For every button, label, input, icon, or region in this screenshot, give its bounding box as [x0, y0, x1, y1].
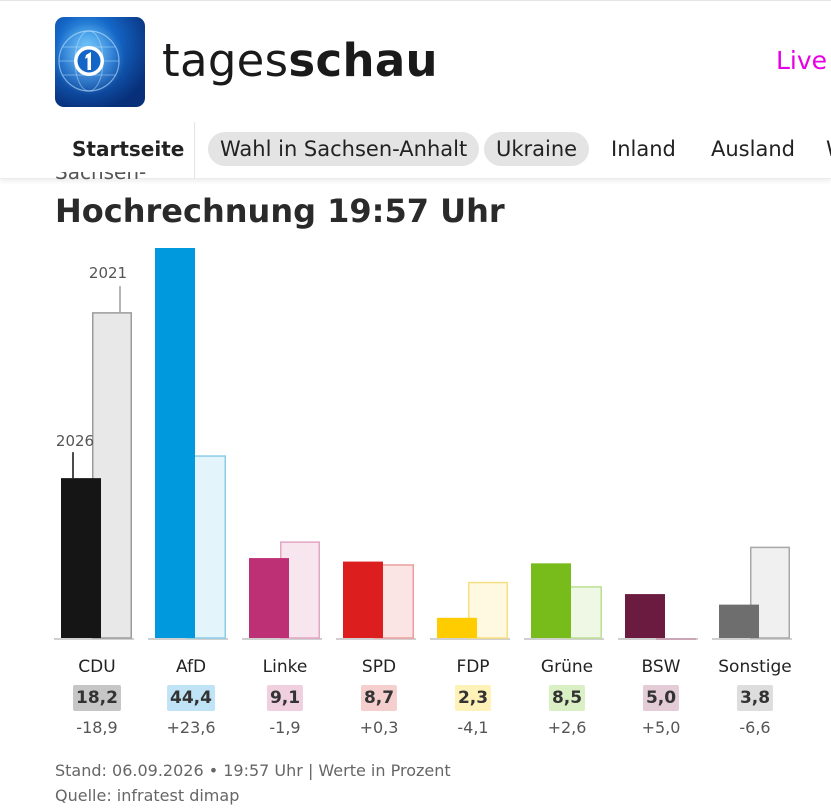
category-label-afd: AfD: [175, 657, 207, 677]
bar-2026-afd: [155, 248, 195, 638]
footer-source: Quelle: infratest dimap: [55, 786, 240, 805]
live-link[interactable]: Live: [776, 46, 828, 75]
brand-light: tages: [162, 34, 289, 87]
kicker-text: Sachsen-Anhalt: [55, 172, 147, 184]
baseline-segment: [242, 638, 322, 640]
nav-item-more[interactable]: W: [826, 132, 831, 166]
value-badge-bsw: 5,0: [642, 685, 680, 711]
nav-item-ukraine[interactable]: Ukraine: [484, 132, 590, 166]
footer-stand: Stand: 06.09.2026 • 19:57 Uhr | Werte in…: [55, 761, 451, 780]
value-badge-sonstige: 3,8: [736, 685, 774, 711]
category-label-cdu: CDU: [78, 657, 116, 677]
diff-label-linke: -1,9: [269, 718, 301, 737]
bar-2026-grüne: [531, 563, 571, 638]
nav-item-inland[interactable]: Inland: [611, 137, 676, 161]
category-label-bsw: BSW: [641, 657, 681, 677]
bar-2026-cdu: [61, 478, 101, 638]
baseline-segment: [430, 638, 510, 640]
value-badge-fdp: 2,3: [454, 685, 492, 711]
brand-wordmark[interactable]: tagesschau: [162, 34, 438, 87]
category-label-spd: SPD: [361, 657, 397, 677]
bar-2026-sonstige: [719, 604, 759, 638]
category-label-sonstige: Sonstige: [718, 657, 792, 677]
diff-label-cdu: -18,9: [76, 718, 118, 737]
bar-2026-spd: [343, 561, 383, 638]
main-navigation: Startseite Wahl in Sachsen-Anhalt Ukrain…: [0, 122, 831, 179]
baseline-segment: [148, 638, 228, 640]
baseline-segment: [524, 638, 604, 640]
top-border: [0, 0, 831, 1]
nav-divider: [194, 122, 195, 178]
diff-label-afd: +23,6: [166, 718, 216, 737]
category-label-fdp: FDP: [456, 657, 490, 677]
baseline-segment: [54, 638, 134, 640]
diff-label-sonstige: -6,6: [739, 718, 771, 737]
value-badge-cdu: 18,2: [73, 685, 121, 711]
bar-2026-bsw: [625, 594, 665, 638]
bar-2021-bsw: [656, 638, 696, 640]
category-label-linke: Linke: [262, 657, 308, 677]
section-kicker: Sachsen-Anhalt: [55, 172, 165, 184]
nav-item-startseite[interactable]: Startseite: [72, 137, 185, 161]
globe-icon: [55, 17, 145, 107]
nav-item-ausland[interactable]: Ausland: [711, 137, 795, 161]
diff-label-fdp: -4,1: [457, 718, 489, 737]
diff-label-bsw: +5,0: [641, 718, 681, 737]
value-badge-spd: 8,7: [360, 685, 398, 711]
bar-2021-sonstige: [750, 546, 790, 639]
nav-item-wahl-sachsen-anhalt[interactable]: Wahl in Sachsen-Anhalt: [208, 132, 480, 166]
bar-2021-cdu: [92, 312, 132, 639]
bar-2021-fdp: [468, 581, 508, 639]
annotation-label-2026: 2026: [56, 432, 94, 450]
diff-label-grüne: +2,6: [547, 718, 587, 737]
diff-label-spd: +0,3: [359, 718, 399, 737]
baseline-segment: [712, 638, 792, 640]
brand-bold: schau: [288, 34, 438, 87]
value-badge-grüne: 8,5: [548, 685, 586, 711]
value-badge-linke: 9,1: [266, 685, 304, 711]
bar-2026-linke: [249, 558, 289, 638]
value-badge-afd: 44,4: [167, 685, 215, 711]
tagesschau-logo[interactable]: [55, 17, 145, 107]
category-label-grüne: Grüne: [540, 657, 594, 677]
bar-2026-fdp: [437, 617, 477, 638]
baseline-segment: [336, 638, 416, 640]
chart-headline: Hochrechnung 19:57 Uhr: [55, 192, 505, 230]
annotation-label-2021: 2021: [89, 264, 127, 282]
